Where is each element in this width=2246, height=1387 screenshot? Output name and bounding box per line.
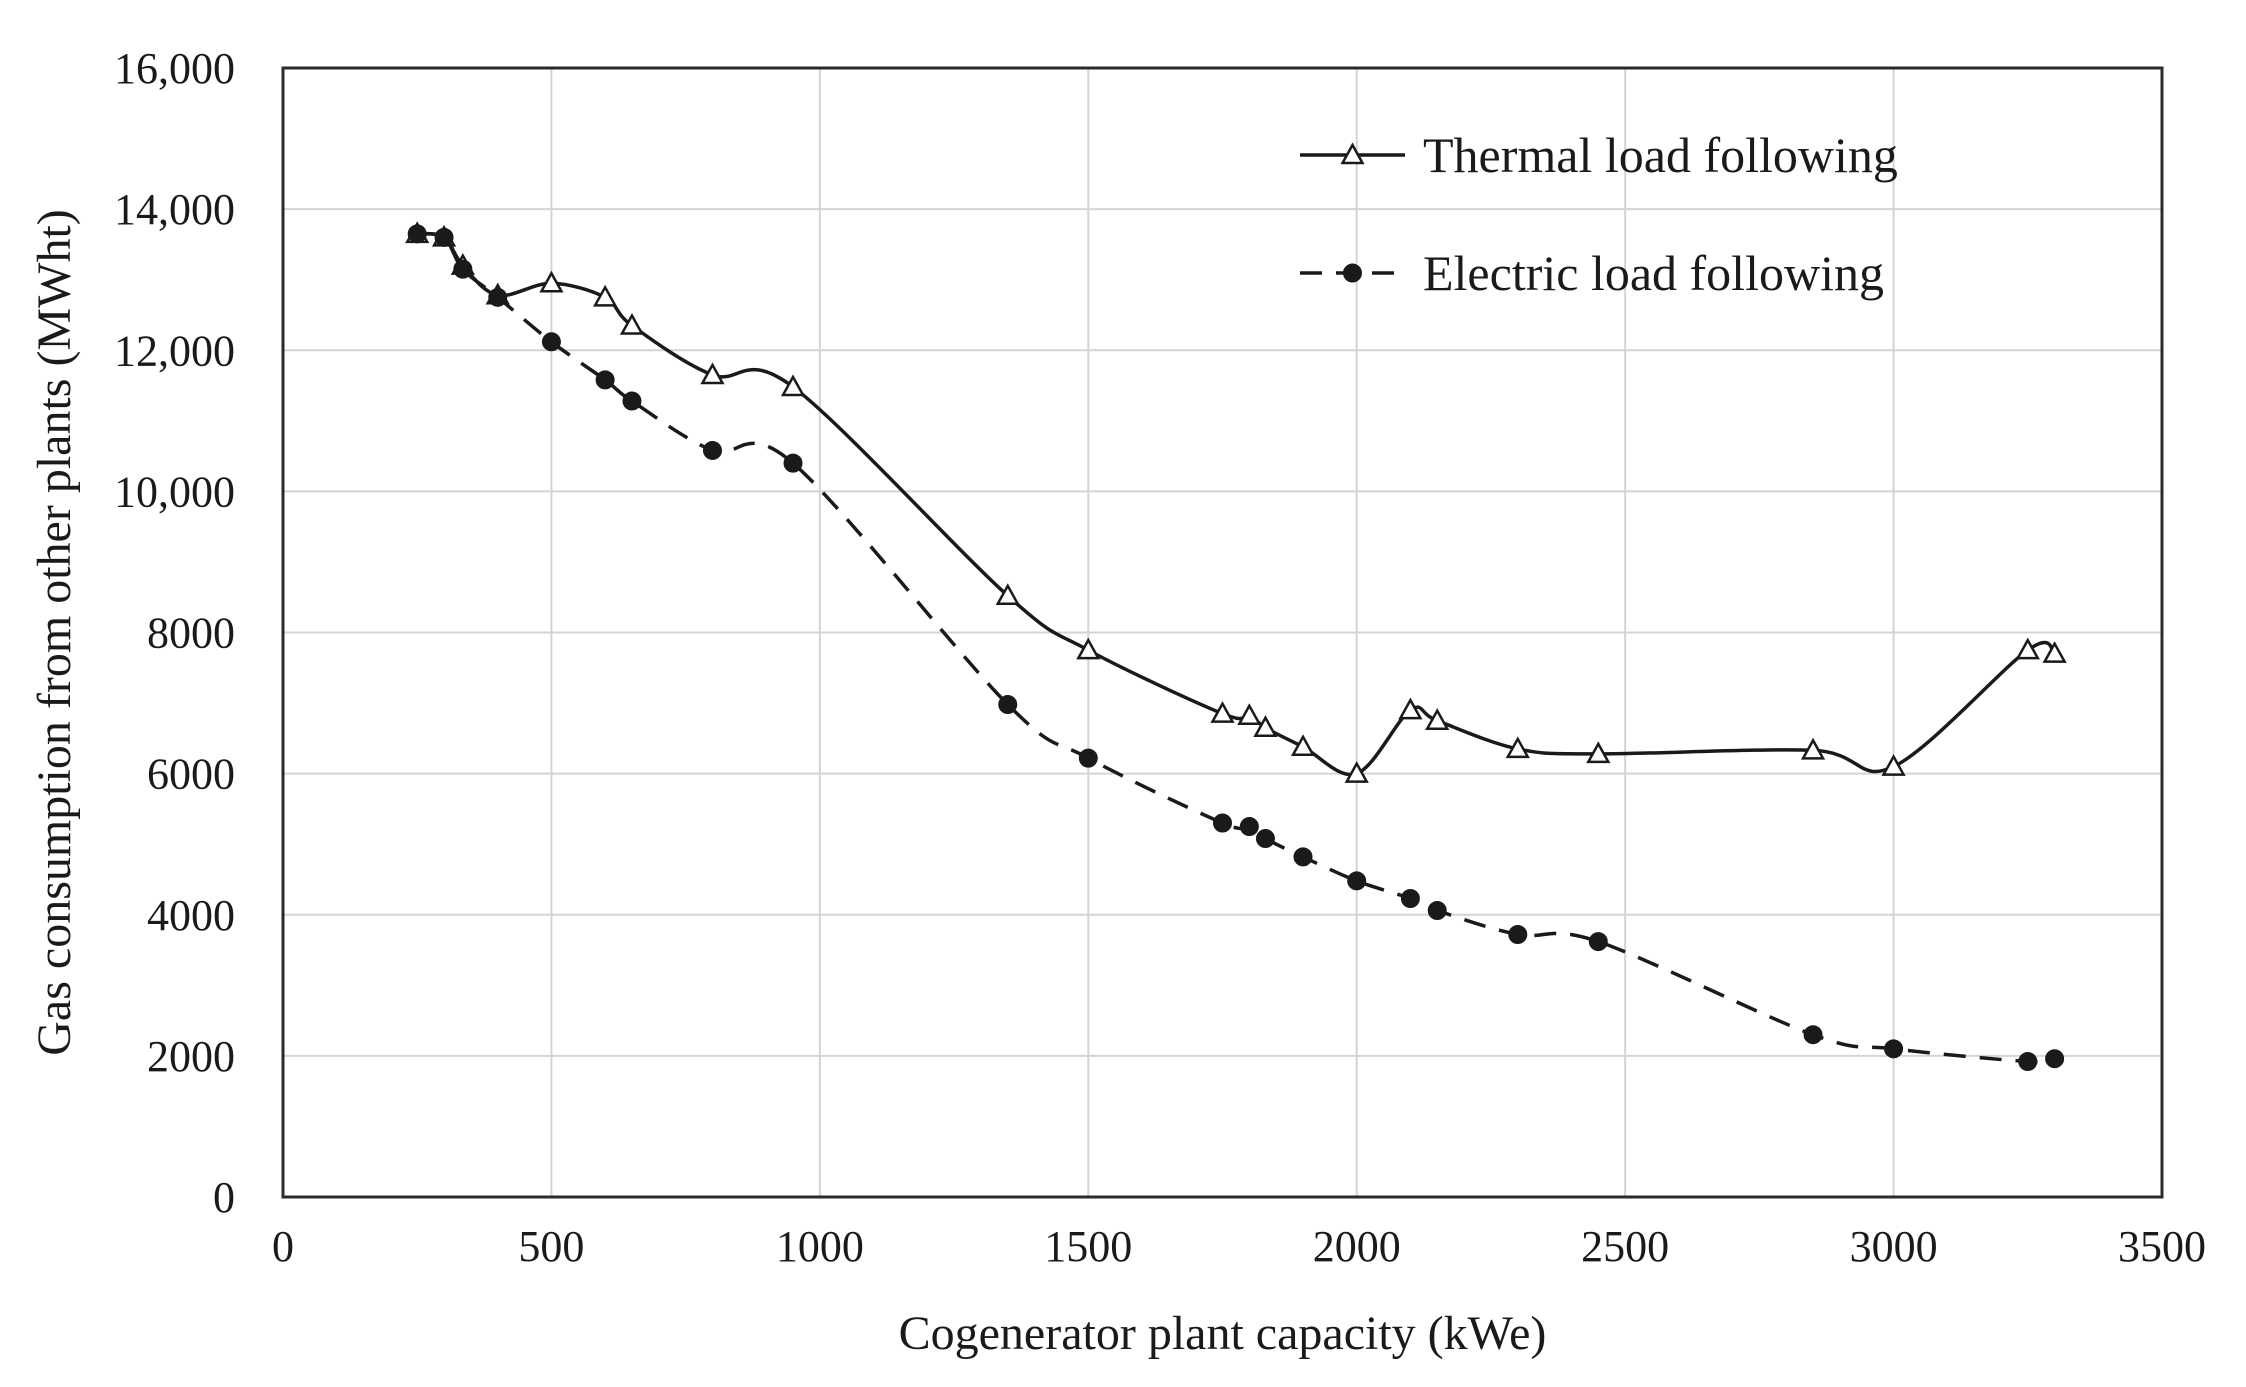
- data-point-electric-load-following: [434, 227, 454, 247]
- x-tick-label: 500: [518, 1222, 584, 1271]
- data-point-electric-load-following: [453, 259, 473, 279]
- legend-label: Thermal load following: [1423, 127, 1898, 183]
- data-point-electric-load-following: [1884, 1039, 1904, 1059]
- data-point-thermal-load-following: [619, 312, 645, 335]
- y-tick-label: 8000: [147, 609, 235, 658]
- series-electric-load-following: [407, 224, 2065, 1072]
- data-point-electric-load-following: [783, 453, 803, 473]
- legend-item-thermal-load-following: Thermal load following: [1300, 127, 1898, 183]
- data-point-electric-load-following: [1255, 829, 1275, 849]
- data-point-electric-load-following: [1588, 932, 1608, 952]
- data-point-thermal-load-following: [1881, 753, 1906, 776]
- data-point-electric-load-following: [407, 224, 427, 244]
- x-axis-title: Cogenerator plant capacity (kWe): [899, 1307, 1547, 1360]
- data-point-thermal-load-following: [2015, 637, 2040, 660]
- x-tick-label: 1000: [776, 1222, 864, 1271]
- series-group: [405, 221, 2067, 1072]
- data-point-thermal-load-following: [1398, 697, 1423, 720]
- y-tick-label: 12,000: [114, 326, 235, 375]
- data-point-electric-load-following: [1078, 748, 1098, 768]
- y-tick-label: 14,000: [114, 185, 235, 234]
- x-tick-label: 3000: [1850, 1222, 1938, 1271]
- data-point-electric-load-following: [1400, 889, 1420, 909]
- series-line-electric-load-following: [416, 231, 2056, 1064]
- y-tick-label: 2000: [147, 1032, 235, 1081]
- y-tick-label: 10,000: [114, 467, 235, 516]
- data-point-electric-load-following: [541, 332, 561, 352]
- data-point-electric-load-following: [702, 440, 722, 460]
- data-point-thermal-load-following: [2042, 641, 2067, 663]
- data-point-electric-load-following: [1508, 925, 1528, 945]
- legend-label: Electric load following: [1423, 245, 1884, 301]
- x-tick-label: 0: [272, 1222, 294, 1271]
- data-point-thermal-load-following: [995, 583, 1020, 606]
- data-point-electric-load-following: [1427, 901, 1447, 921]
- data-point-thermal-load-following: [1586, 741, 1611, 764]
- legend-marker: [1343, 263, 1362, 283]
- data-point-thermal-load-following: [1505, 736, 1530, 759]
- data-point-thermal-load-following: [592, 284, 618, 307]
- data-point-thermal-load-following: [1800, 737, 1826, 760]
- data-point-electric-load-following: [1239, 817, 1259, 837]
- y-tick-label: 16,000: [114, 44, 235, 93]
- data-point-thermal-load-following: [1253, 715, 1278, 738]
- data-point-thermal-load-following: [1290, 734, 1316, 757]
- y-tick-label: 0: [213, 1173, 235, 1222]
- y-tick-label: 4000: [147, 891, 235, 940]
- x-tick-label: 1500: [1044, 1222, 1132, 1271]
- x-tick-label: 2000: [1313, 1222, 1401, 1271]
- data-point-electric-load-following: [1347, 871, 1367, 891]
- data-point-electric-load-following: [2045, 1049, 2065, 1069]
- data-point-electric-load-following: [1213, 813, 1232, 833]
- data-point-electric-load-following: [488, 287, 508, 307]
- data-point-electric-load-following: [998, 694, 1018, 714]
- data-point-thermal-load-following: [1237, 703, 1262, 726]
- data-point-thermal-load-following: [780, 374, 806, 397]
- tick-labels: 0 500 1000 1500 2000 2500 3000 3500 0 2000 4000 600…: [114, 44, 2206, 1271]
- x-tick-label: 3500: [2118, 1222, 2206, 1271]
- legend-marker: [1340, 142, 1365, 165]
- data-point-thermal-load-following: [1344, 761, 1369, 783]
- data-point-electric-load-following: [622, 391, 642, 411]
- data-point-thermal-load-following: [1425, 708, 1450, 730]
- legend: Thermal load following Electric load foll…: [1300, 127, 1898, 301]
- data-point-electric-load-following: [595, 370, 615, 390]
- data-point-thermal-load-following: [539, 270, 564, 293]
- y-axis-title: Gas consumption from other plants (MWht): [28, 209, 81, 1056]
- data-point-electric-load-following: [1803, 1025, 1823, 1045]
- data-point-thermal-load-following: [1076, 637, 1101, 660]
- data-point-electric-load-following: [2018, 1052, 2038, 1072]
- data-point-electric-load-following: [1293, 847, 1313, 867]
- legend-item-electric-load-following: Electric load following: [1300, 245, 1884, 301]
- data-point-thermal-load-following: [1210, 701, 1235, 723]
- data-point-thermal-load-following: [700, 362, 725, 385]
- plot-area-frame: [281, 66, 2164, 1199]
- x-tick-label: 2500: [1581, 1222, 1669, 1271]
- y-tick-label: 6000: [147, 750, 235, 799]
